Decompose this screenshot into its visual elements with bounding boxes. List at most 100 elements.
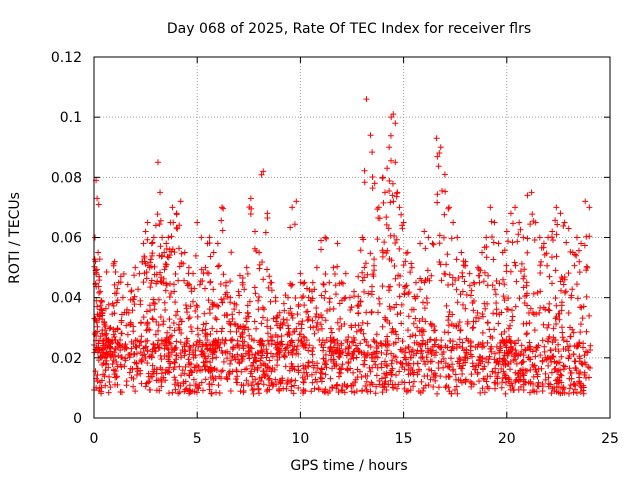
data-point bbox=[384, 347, 391, 354]
y-tick-label: 0.02 bbox=[51, 351, 82, 367]
data-point bbox=[285, 310, 292, 317]
data-point bbox=[524, 330, 531, 337]
data-point bbox=[132, 388, 139, 395]
data-point bbox=[384, 333, 391, 340]
data-point bbox=[555, 367, 562, 374]
data-point bbox=[142, 228, 149, 235]
data-point bbox=[257, 355, 264, 362]
data-point bbox=[445, 313, 452, 320]
data-point bbox=[204, 331, 211, 338]
data-point bbox=[513, 360, 520, 367]
data-point bbox=[209, 325, 216, 332]
data-point bbox=[206, 234, 213, 241]
data-point bbox=[255, 306, 262, 313]
data-point bbox=[552, 267, 559, 274]
data-point bbox=[184, 282, 191, 289]
data-point bbox=[420, 384, 427, 391]
data-point bbox=[352, 379, 359, 386]
data-point bbox=[141, 253, 148, 260]
data-point bbox=[405, 367, 412, 374]
data-point bbox=[111, 349, 118, 356]
data-point bbox=[459, 362, 466, 369]
data-point bbox=[469, 325, 476, 332]
data-point bbox=[247, 370, 254, 377]
data-point bbox=[520, 284, 527, 291]
data-point bbox=[326, 299, 333, 306]
data-point bbox=[222, 291, 229, 298]
data-point bbox=[240, 389, 247, 396]
data-point bbox=[260, 276, 267, 283]
data-point bbox=[372, 390, 379, 397]
data-point bbox=[291, 221, 298, 228]
data-point bbox=[231, 320, 238, 327]
data-point bbox=[255, 293, 262, 300]
data-point bbox=[577, 304, 584, 311]
data-point bbox=[169, 349, 176, 356]
data-point bbox=[165, 234, 172, 241]
data-point bbox=[533, 388, 540, 395]
data-point bbox=[148, 277, 155, 284]
data-point bbox=[376, 381, 383, 388]
data-point bbox=[184, 337, 191, 344]
data-point bbox=[479, 313, 486, 320]
data-point bbox=[577, 321, 584, 328]
data-point bbox=[468, 287, 475, 294]
data-point bbox=[322, 288, 329, 295]
data-point bbox=[289, 204, 296, 211]
data-point bbox=[452, 277, 459, 284]
data-point bbox=[231, 354, 238, 361]
data-point bbox=[103, 268, 110, 275]
data-point bbox=[524, 302, 531, 309]
data-point bbox=[203, 320, 210, 327]
data-point bbox=[537, 288, 544, 295]
data-point bbox=[544, 354, 551, 361]
data-point bbox=[360, 330, 367, 337]
data-point bbox=[553, 204, 560, 211]
data-point bbox=[383, 362, 390, 369]
data-point bbox=[258, 320, 265, 327]
data-point bbox=[131, 272, 138, 279]
data-point bbox=[336, 345, 343, 352]
data-point bbox=[338, 365, 345, 372]
data-point bbox=[518, 260, 525, 267]
data-point bbox=[350, 369, 357, 376]
data-point bbox=[548, 390, 555, 397]
data-point bbox=[201, 362, 208, 369]
data-point bbox=[479, 385, 486, 392]
data-point bbox=[102, 366, 109, 373]
data-point bbox=[512, 356, 519, 363]
data-point bbox=[521, 273, 528, 280]
data-point bbox=[215, 303, 222, 310]
data-point bbox=[407, 333, 414, 340]
data-point bbox=[98, 298, 105, 305]
data-point bbox=[557, 210, 564, 217]
data-point bbox=[260, 367, 267, 374]
data-point bbox=[134, 337, 141, 344]
data-point bbox=[438, 358, 445, 365]
data-point bbox=[263, 354, 270, 361]
data-point bbox=[154, 159, 161, 166]
data-point bbox=[536, 234, 543, 241]
data-point bbox=[552, 217, 559, 224]
data-point bbox=[133, 344, 140, 351]
data-point bbox=[534, 382, 541, 389]
data-point bbox=[233, 379, 240, 386]
data-point bbox=[464, 320, 471, 327]
data-point bbox=[148, 240, 155, 247]
data-point bbox=[309, 317, 316, 324]
data-point bbox=[453, 376, 460, 383]
data-point bbox=[407, 269, 414, 276]
data-point bbox=[355, 302, 362, 309]
data-point bbox=[369, 149, 376, 156]
data-point bbox=[220, 205, 227, 212]
data-point bbox=[249, 351, 256, 358]
data-point bbox=[174, 379, 181, 386]
data-point bbox=[149, 252, 156, 259]
data-point bbox=[556, 316, 563, 323]
data-point bbox=[213, 354, 220, 361]
data-point bbox=[202, 376, 209, 383]
data-point bbox=[580, 387, 587, 394]
data-point bbox=[512, 347, 519, 354]
data-point bbox=[379, 174, 386, 181]
data-point bbox=[157, 189, 164, 196]
